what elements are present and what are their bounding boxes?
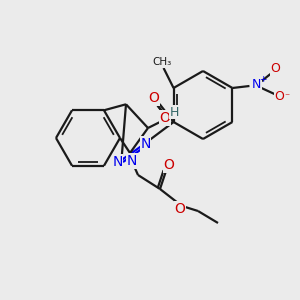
Text: O: O: [175, 202, 185, 216]
Text: CH₃: CH₃: [152, 57, 171, 67]
Text: N: N: [112, 155, 123, 169]
Text: ⁻: ⁻: [284, 92, 289, 102]
Text: O: O: [160, 111, 170, 125]
Text: O: O: [274, 91, 284, 103]
Text: +: +: [259, 74, 266, 83]
Text: N: N: [127, 154, 137, 168]
Text: N: N: [140, 137, 151, 151]
Text: O: O: [148, 91, 159, 105]
Text: O: O: [271, 62, 281, 76]
Text: H: H: [169, 106, 179, 118]
Text: O: O: [164, 158, 174, 172]
Text: N: N: [252, 77, 261, 91]
